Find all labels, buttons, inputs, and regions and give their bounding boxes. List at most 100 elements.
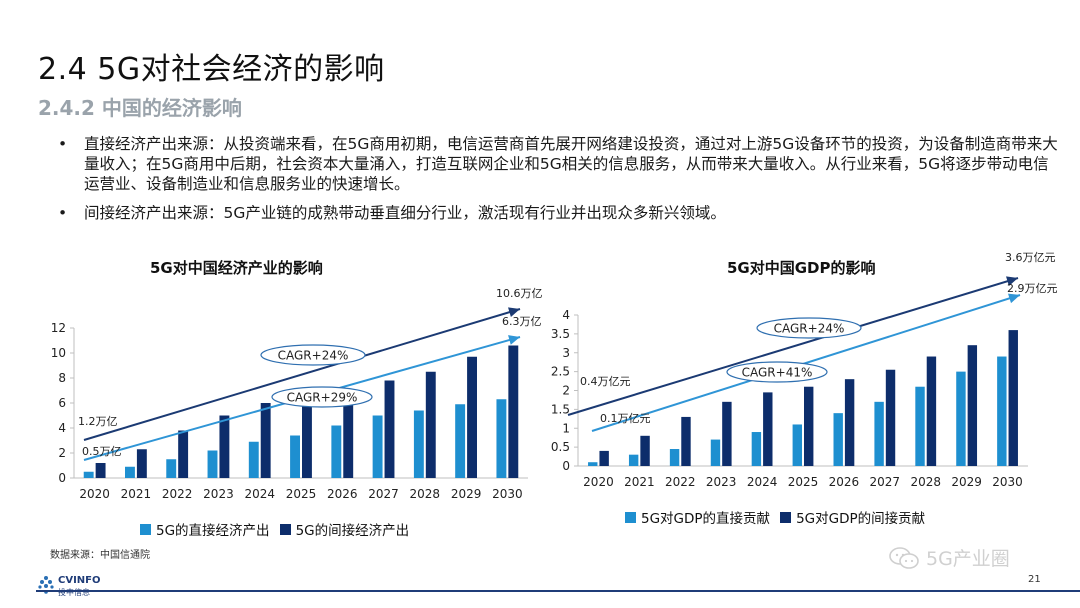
bar-indirect bbox=[384, 380, 395, 478]
bar-indirect bbox=[967, 345, 978, 466]
legend-swatch-dark bbox=[279, 523, 291, 535]
bar-indirect bbox=[302, 405, 312, 478]
y-tick-label: 2 bbox=[58, 446, 66, 460]
x-tick-label: 2022 bbox=[162, 487, 193, 501]
x-tick-label: 2026 bbox=[327, 487, 358, 501]
y-tick-label: 12 bbox=[51, 321, 66, 335]
y-tick-label: 3.5 bbox=[551, 327, 570, 341]
bar-direct bbox=[372, 415, 383, 478]
bar-direct bbox=[455, 404, 466, 478]
data-source-note: 数据来源：中国信通院 bbox=[50, 550, 150, 561]
x-tick-label: 2020 bbox=[79, 487, 110, 501]
label-direct-start: 0.5万亿 bbox=[82, 445, 122, 458]
bar-direct bbox=[874, 401, 884, 466]
y-tick-label: 6 bbox=[58, 396, 66, 410]
y-tick-label: 0 bbox=[562, 459, 570, 473]
bar-indirect bbox=[95, 463, 106, 478]
bar-indirect bbox=[599, 450, 609, 466]
trend-arrow-direct bbox=[591, 294, 1021, 432]
bar-direct bbox=[125, 466, 135, 478]
chart-title-gdp: 5G对中国GDP的影响 bbox=[727, 259, 876, 277]
page-subtitle: 2.4.2 中国的经济影响 bbox=[38, 96, 242, 120]
bar-indirect bbox=[219, 415, 230, 478]
logo-text: CVINFO bbox=[58, 575, 101, 586]
arrowhead-direct bbox=[508, 335, 520, 345]
arrowhead-indirect bbox=[1006, 276, 1018, 286]
cagr-direct-ellipse bbox=[271, 386, 373, 408]
x-tick-label: 2025 bbox=[788, 475, 819, 489]
cagr-indirect-label: CAGR+24% bbox=[774, 322, 845, 336]
bar-indirect bbox=[763, 392, 773, 466]
bar-indirect bbox=[885, 369, 896, 466]
label-indirect-start: 1.2万亿 bbox=[78, 415, 118, 428]
y-tick-label: 4 bbox=[58, 421, 66, 435]
bullet-item: • 间接经济产出来源：5G产业链的成熟带动垂直细分行业，激活现有行业并出现众多新… bbox=[58, 203, 1058, 223]
legend-swatch-light bbox=[140, 523, 151, 535]
bar-direct bbox=[290, 435, 300, 478]
label-indirect-end: 3.6万亿元 bbox=[1005, 251, 1056, 264]
bar-direct bbox=[207, 450, 218, 478]
bar-indirect bbox=[343, 403, 354, 478]
label-indirect-end: 10.6万亿 bbox=[496, 287, 543, 300]
bullet-item: • 直接经济产出来源：从投资端来看，在5G商用初期，电信运营商首先展开网络建设投… bbox=[58, 134, 1058, 194]
wechat-icon bbox=[889, 546, 919, 569]
x-tick-label: 2027 bbox=[368, 487, 399, 501]
bar-direct bbox=[710, 439, 721, 466]
bar-indirect bbox=[844, 379, 855, 466]
y-tick-label: 1 bbox=[562, 421, 570, 435]
bar-indirect bbox=[136, 449, 147, 478]
y-tick-label: 3 bbox=[562, 346, 570, 360]
page-title: 2.4 5G对社会经济的影响 bbox=[38, 52, 385, 87]
bar-indirect bbox=[260, 403, 271, 478]
cagr-indirect-ellipse bbox=[260, 344, 366, 366]
chart-gdp: 0 0.5 1 1.5 2 2.5 3 3.5 4 2020 2021 2022 2023 2024 202… bbox=[551, 251, 1058, 489]
y-tick-label: 4 bbox=[562, 308, 570, 322]
bar-indirect bbox=[804, 386, 814, 466]
bar-direct bbox=[83, 471, 94, 478]
bar-indirect bbox=[681, 416, 691, 466]
chart-economy: 0 2 4 6 8 10 12 2020 2021 2022 2023 2024 2025 2026 202… bbox=[51, 287, 543, 501]
cagr-indirect-label: CAGR+24% bbox=[278, 349, 349, 363]
x-tick-label: 2028 bbox=[910, 475, 941, 489]
bar-indirect bbox=[467, 356, 477, 478]
legend-item-indirect: 5G的间接经济产出 bbox=[279, 519, 410, 539]
cagr-direct-ellipse bbox=[726, 361, 828, 383]
label-direct-start: 0.1万亿元 bbox=[600, 412, 651, 425]
bar-direct bbox=[413, 410, 424, 478]
y-tick-label: 2 bbox=[562, 384, 570, 398]
bar-direct bbox=[833, 413, 843, 466]
bar-indirect bbox=[508, 345, 519, 478]
bar-indirect bbox=[178, 430, 189, 478]
bar-direct bbox=[915, 386, 925, 466]
x-tick-label: 2026 bbox=[829, 475, 860, 489]
label-indirect-start: 0.4万亿元 bbox=[580, 375, 631, 388]
bar-direct bbox=[248, 441, 259, 478]
label-direct-end: 6.3万亿 bbox=[502, 315, 542, 328]
bar-direct bbox=[956, 371, 966, 466]
y-tick-label: 0.5 bbox=[551, 440, 570, 454]
label-direct-end: 2.9万亿元 bbox=[1007, 282, 1058, 295]
cagr-indirect-ellipse bbox=[756, 317, 862, 339]
legend-label-gdp-direct: 5G对GDP的直接贡献 bbox=[641, 511, 771, 527]
trend-arrow-indirect bbox=[83, 308, 521, 441]
bar-direct bbox=[669, 449, 680, 466]
trend-arrow-indirect bbox=[567, 277, 1019, 416]
footer-rule bbox=[36, 590, 1080, 592]
legend-gdp: 5G对GDP的直接贡献 5G对GDP的间接贡献 bbox=[625, 507, 935, 527]
bar-direct bbox=[496, 399, 507, 478]
cagr-direct-label: CAGR+41% bbox=[742, 366, 813, 380]
x-tick-label: 2028 bbox=[410, 487, 441, 501]
y-tick-label: 10 bbox=[51, 346, 66, 360]
bar-direct bbox=[166, 459, 177, 478]
legend-swatch-dark bbox=[780, 511, 792, 523]
bar-indirect bbox=[722, 401, 732, 466]
bar-indirect bbox=[1008, 330, 1018, 466]
bar-direct bbox=[331, 425, 342, 478]
legend-label-indirect: 5G的间接经济产出 bbox=[295, 523, 410, 539]
x-tick-label: 2024 bbox=[244, 487, 275, 501]
bar-indirect bbox=[640, 435, 650, 466]
bullet-dot-icon: • bbox=[58, 135, 68, 153]
x-tick-label: 2024 bbox=[747, 475, 778, 489]
bar-indirect bbox=[926, 356, 937, 466]
arrowhead-indirect bbox=[508, 307, 520, 317]
